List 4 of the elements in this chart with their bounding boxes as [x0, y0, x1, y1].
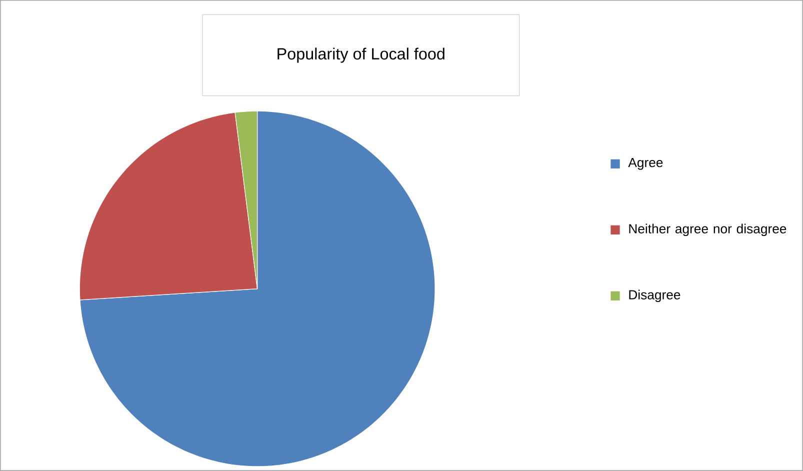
legend-label: Neither agree nor disagree — [629, 224, 786, 236]
chart-title: Popularity of Local food — [278, 48, 444, 63]
legend-label: Disagree — [629, 290, 680, 302]
legend-label: Agree — [628, 158, 663, 170]
